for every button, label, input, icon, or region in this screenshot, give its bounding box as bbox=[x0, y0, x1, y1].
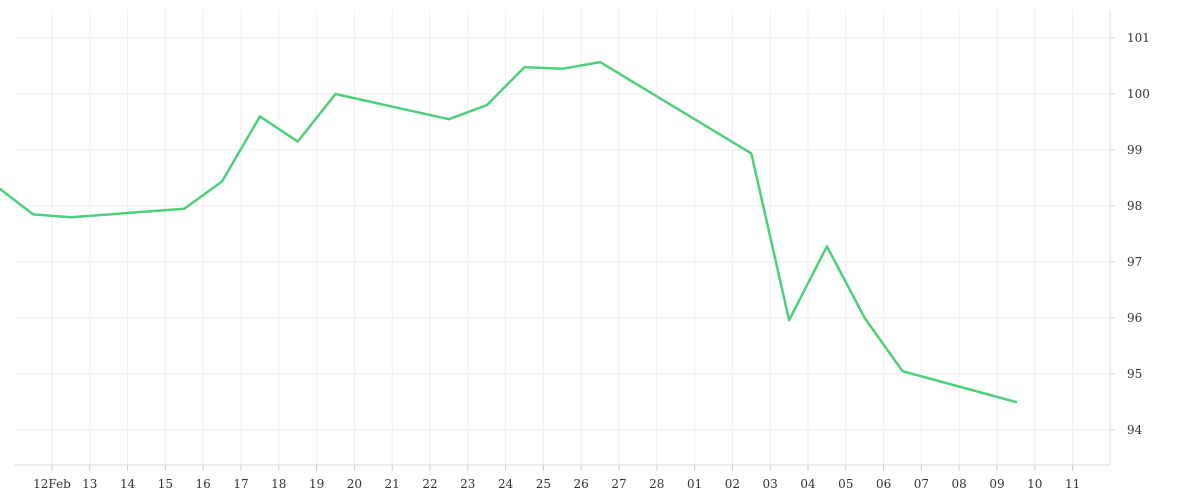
y-tick-label: 98 bbox=[1127, 199, 1142, 213]
x-tick-label: 16 bbox=[196, 477, 211, 491]
x-tick-label: 09 bbox=[989, 477, 1004, 491]
x-tick-label: 10 bbox=[1027, 477, 1042, 491]
x-tick-label: 11 bbox=[1065, 477, 1080, 491]
y-tick-label: 97 bbox=[1127, 255, 1142, 269]
x-tick-label: 03 bbox=[763, 477, 778, 491]
x-tick-label: 13 bbox=[82, 477, 97, 491]
tick-label-layer: 94 95 96 97 98 99 100 101 12Feb 13 14 15 16 17 18 19 20 2… bbox=[33, 31, 1150, 491]
x-tick-label: 25 bbox=[536, 477, 551, 491]
x-tick-label: 04 bbox=[800, 477, 816, 491]
y-tick-label: 95 bbox=[1127, 367, 1142, 381]
grid-layer bbox=[14, 10, 1110, 465]
x-tick-label: 26 bbox=[574, 477, 589, 491]
x-tick-label: 06 bbox=[876, 477, 891, 491]
x-tick-label: 20 bbox=[347, 477, 362, 491]
x-tick-label: 05 bbox=[838, 477, 853, 491]
x-tick-label: 27 bbox=[611, 477, 626, 491]
y-tick-label: 101 bbox=[1127, 31, 1150, 45]
x-tick-label: 23 bbox=[460, 477, 475, 491]
x-tick-label: 12Feb bbox=[33, 477, 71, 491]
x-tick-label: 02 bbox=[725, 477, 740, 491]
x-tick-label: 21 bbox=[385, 477, 400, 491]
x-tick-label: 24 bbox=[498, 477, 514, 491]
x-tick-label: 15 bbox=[158, 477, 173, 491]
y-tick-label: 100 bbox=[1127, 87, 1150, 101]
y-tick-label: 96 bbox=[1127, 311, 1142, 325]
axis-layer bbox=[14, 10, 1115, 471]
x-tick-label: 07 bbox=[914, 477, 929, 491]
x-tick-label: 14 bbox=[120, 477, 136, 491]
y-tick-label: 99 bbox=[1127, 143, 1142, 157]
series-layer bbox=[0, 62, 1016, 402]
x-tick-label: 19 bbox=[309, 477, 324, 491]
x-tick-label: 08 bbox=[952, 477, 967, 491]
x-tick-label: 22 bbox=[422, 477, 437, 491]
x-tick-label: 28 bbox=[649, 477, 664, 491]
x-tick-label: 17 bbox=[233, 477, 248, 491]
price-series-line bbox=[0, 62, 1016, 402]
x-tick-label: 18 bbox=[271, 477, 286, 491]
x-tick-label: 01 bbox=[687, 477, 702, 491]
y-tick-label: 94 bbox=[1127, 423, 1143, 437]
